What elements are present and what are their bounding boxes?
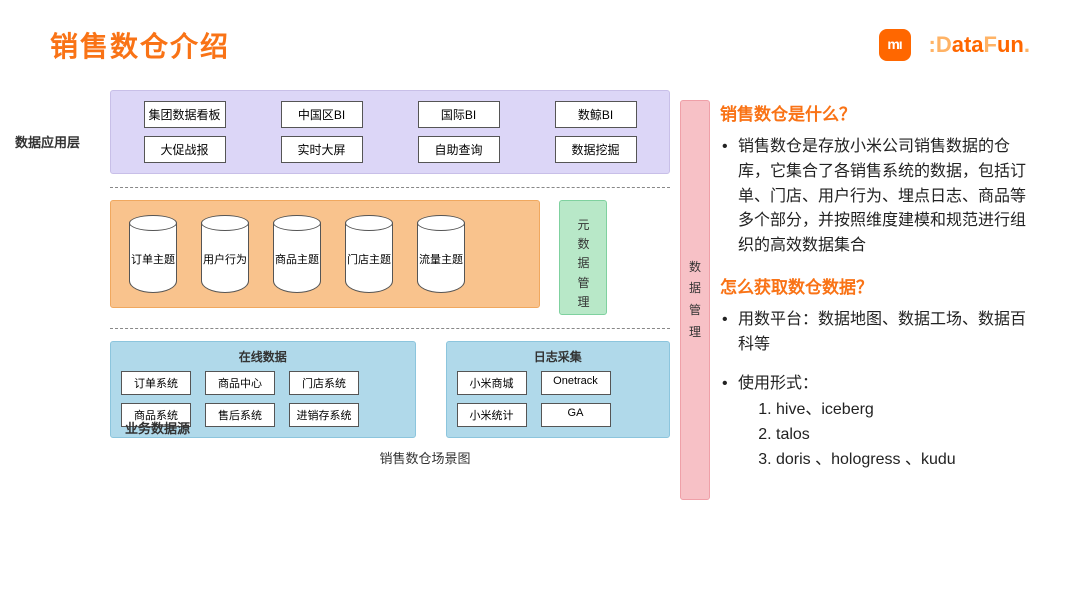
box-mi-mall: 小米商城 <box>457 371 527 395</box>
logo-group: :DataFun. <box>879 29 1030 61</box>
box-selfservice-query: 自助查询 <box>418 136 500 163</box>
question-1: 销售数仓是什么？ <box>720 100 1040 125</box>
app-row-1: 集团数据看板 中国区BI 国际BI 数鲸BI <box>123 101 657 128</box>
box-ga: GA <box>541 403 611 427</box>
diagram-area: 集团数据看板 中国区BI 国际BI 数鲸BI 大促战报 实时大屏 自助查询 数据… <box>110 90 670 467</box>
mgmt-char: 据 <box>689 278 701 300</box>
box-realtime-screen: 实时大屏 <box>281 136 363 163</box>
usage-item-1: hive、iceberg <box>776 398 1040 423</box>
layer-label-src: 业务数据源 <box>125 418 210 437</box>
mi-logo-icon <box>879 29 911 61</box>
box-intl-bi: 国际BI <box>418 101 500 128</box>
box-data-mining: 数据挖掘 <box>555 136 637 163</box>
content: 数 据 管 理 数据应用层 集团数据看板 中国区BI 国际BI 数鲸BI 大促战… <box>0 90 1080 598</box>
cyl-order: 订单主题 <box>129 215 177 293</box>
cyl-traffic: 流量主题 <box>417 215 465 293</box>
cyl-store: 门店主题 <box>345 215 393 293</box>
meta-box: 元数据管理 <box>559 200 607 315</box>
cyl-user: 用户行为 <box>201 215 249 293</box>
mgmt-char: 理 <box>689 322 701 344</box>
cyl-product: 商品主题 <box>273 215 321 293</box>
layer-dw: 订单主题 用户行为 商品主题 门店主题 <box>110 200 540 308</box>
header: 销售数仓介绍 :DataFun. <box>0 20 1080 70</box>
log-row-1: 小米商城 Onetrack <box>457 371 660 395</box>
box-store-system: 门店系统 <box>289 371 359 395</box>
answer-2: 用数平台：数据地图、数据工场、数据百科等 <box>720 308 1040 358</box>
box-inventory-system: 进销存系统 <box>289 403 359 427</box>
answer-3-lead: 使用形式： <box>738 375 818 392</box>
box-china-bi: 中国区BI <box>281 101 363 128</box>
page-title: 销售数仓介绍 <box>50 25 230 65</box>
log-row-2: 小米统计 GA <box>457 403 660 427</box>
answer-1: 销售数仓是存放小米公司销售数据的仓库，它集合了各销售系统的数据，包括订单、门店、… <box>720 135 1040 259</box>
box-order-system: 订单系统 <box>121 371 191 395</box>
cylinder-row: 订单主题 用户行为 商品主题 门店主题 <box>123 211 527 297</box>
src-log: 日志采集 小米商城 Onetrack 小米统计 GA <box>446 341 671 438</box>
layer-app: 集团数据看板 中国区BI 国际BI 数鲸BI 大促战报 实时大屏 自助查询 数据… <box>110 90 670 174</box>
box-promo-report: 大促战报 <box>144 136 226 163</box>
layer-label-app: 数据应用层 <box>15 132 100 151</box>
usage-list: hive、iceberg talos doris 、hologress 、kud… <box>738 398 1040 472</box>
datafun-logo: :DataFun. <box>929 32 1030 58</box>
usage-item-2: talos <box>776 423 1040 448</box>
box-mi-stats: 小米统计 <box>457 403 527 427</box>
box-group-dashboard: 集团数据看板 <box>144 101 226 128</box>
box-product-center: 商品中心 <box>205 371 275 395</box>
src-online-title: 在线数据 <box>121 348 405 365</box>
layer-dw-wrap: 订单主题 用户行为 商品主题 门店主题 <box>110 200 670 315</box>
question-2: 怎么获取数仓数据？ <box>720 273 1040 298</box>
mgmt-char: 数 <box>689 257 701 279</box>
app-row-2: 大促战报 实时大屏 自助查询 数据挖掘 <box>123 136 657 163</box>
data-mgmt-bar: 数 据 管 理 <box>680 100 710 500</box>
diagram-caption: 销售数仓场景图 <box>210 448 640 467</box>
box-whale-bi: 数鲸BI <box>555 101 637 128</box>
answer-3: 使用形式： hive、iceberg talos doris 、hologres… <box>720 372 1040 473</box>
dashed-divider-1 <box>110 178 670 196</box>
text-panel: 销售数仓是什么？ 销售数仓是存放小米公司销售数据的仓库，它集合了各销售系统的数据… <box>700 90 1080 598</box>
dashed-divider-2 <box>110 319 670 337</box>
mgmt-char: 管 <box>689 300 701 322</box>
online-row-1: 订单系统 商品中心 门店系统 <box>121 371 405 395</box>
usage-item-3: doris 、hologress 、kudu <box>776 448 1040 473</box>
src-log-title: 日志采集 <box>457 348 660 365</box>
diagram-panel: 数 据 管 理 数据应用层 集团数据看板 中国区BI 国际BI 数鲸BI 大促战… <box>0 90 700 598</box>
box-onetrack: Onetrack <box>541 371 611 395</box>
box-aftersale-system: 售后系统 <box>205 403 275 427</box>
